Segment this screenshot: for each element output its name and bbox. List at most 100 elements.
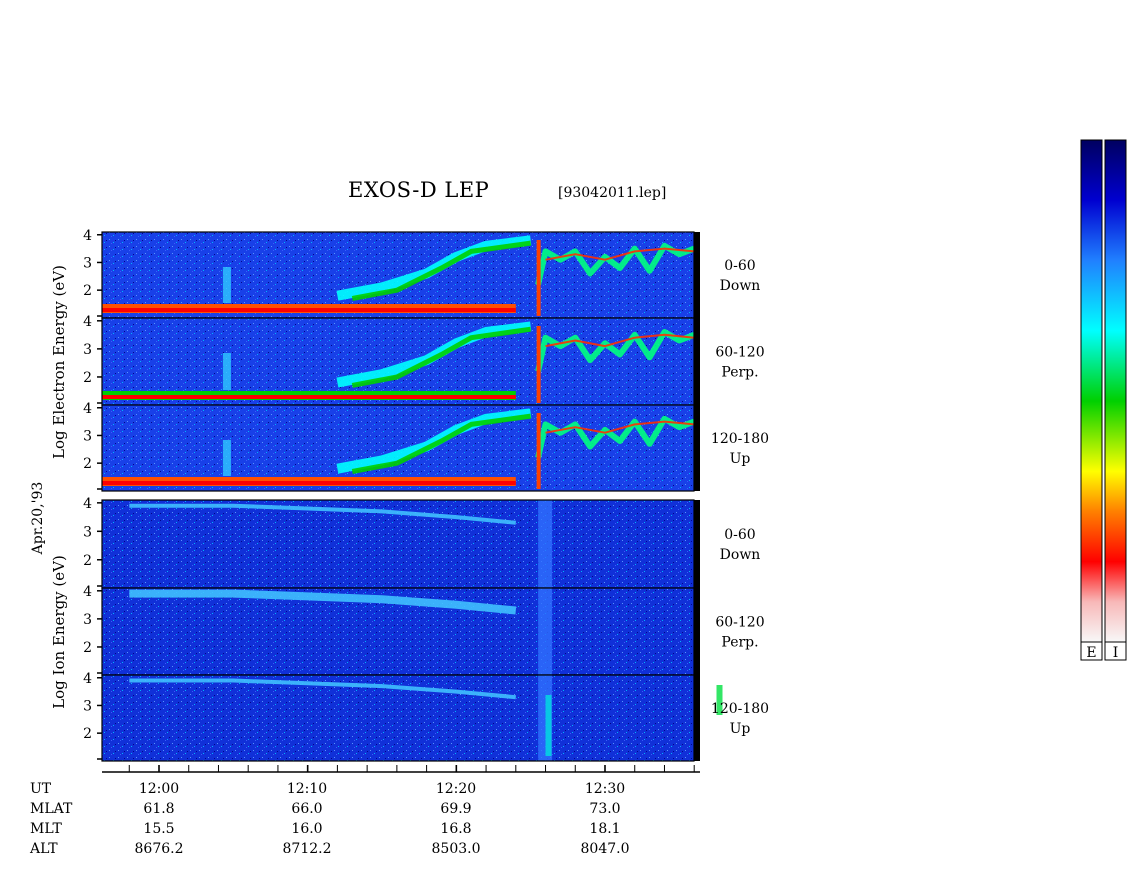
ephemeris-value: 16.0 xyxy=(291,821,322,837)
burst-peaks xyxy=(545,247,695,261)
colorbar-scale xyxy=(1080,139,1103,643)
y-tick-label: 3 xyxy=(83,612,92,628)
panel-ion-120-180 xyxy=(101,674,723,762)
energy-envelope-core xyxy=(351,240,532,301)
ephemeris-value: 8676.2 xyxy=(135,841,184,857)
y-tick-label: 2 xyxy=(83,553,92,569)
y-tick-label: 2 xyxy=(83,640,92,656)
pitch-label: 0-60 xyxy=(724,527,755,543)
energy-envelope-core xyxy=(351,413,532,474)
panel-noise xyxy=(102,405,694,491)
low-energy-core xyxy=(102,308,516,312)
panel-edge xyxy=(694,232,700,318)
low-energy-core xyxy=(102,395,516,399)
file-name: [93042011.lep] xyxy=(558,185,667,201)
y-tick-label: 3 xyxy=(83,255,92,271)
date-label: Apr.20,'93 xyxy=(30,482,46,556)
panel-noise xyxy=(102,675,694,761)
ephemeris-value: 8503.0 xyxy=(432,841,481,857)
low-energy-core xyxy=(102,481,516,485)
ephemeris-value: 18.1 xyxy=(589,821,620,837)
ion-band xyxy=(129,503,516,525)
early-feature xyxy=(222,267,231,303)
panel-electron-60-120 xyxy=(101,317,700,406)
ion-spike xyxy=(545,695,552,756)
direction-label: Down xyxy=(720,547,761,563)
y-tick-label: 2 xyxy=(83,456,92,472)
pitch-label: 120-180 xyxy=(711,431,769,447)
ephemeris-value: 69.9 xyxy=(440,801,471,817)
colorbar-scale xyxy=(1104,139,1127,643)
ephemeris-value: 12:00 xyxy=(139,781,179,797)
panel-frame xyxy=(101,674,695,762)
y-tick-label: 2 xyxy=(83,370,92,386)
colorbar-e: E xyxy=(1080,139,1103,661)
pitch-label: 120-180 xyxy=(711,701,769,717)
direction-label: Perp. xyxy=(721,635,758,651)
y-tick-label: 4 xyxy=(83,671,92,687)
pitch-label: 60-120 xyxy=(715,345,764,361)
ephemeris-value: 66.0 xyxy=(291,801,322,817)
y-tick-label: 4 xyxy=(83,584,92,600)
electron-axis-label: Log Electron Energy (eV) xyxy=(50,265,68,459)
direction-label: Perp. xyxy=(721,365,758,381)
panel-edge xyxy=(694,588,700,675)
y-tick-label: 4 xyxy=(83,228,92,244)
pitch-label: 60-120 xyxy=(715,615,764,631)
y-tick-label: 4 xyxy=(83,496,92,512)
spike xyxy=(536,413,541,489)
y-tick-label: 3 xyxy=(83,524,92,540)
spike xyxy=(536,326,541,403)
colorbar-i: I xyxy=(1104,139,1127,661)
ion-band xyxy=(129,678,516,700)
energy-envelope-core xyxy=(351,326,532,388)
ion-spike-late xyxy=(716,685,723,715)
colorbar-label-box xyxy=(1104,641,1127,661)
panel-edge xyxy=(694,318,700,405)
ephemeris-label-alt: ALT xyxy=(29,841,58,857)
ephemeris-value: 8712.2 xyxy=(283,841,332,857)
ephemeris-value: 12:20 xyxy=(436,781,476,797)
y-tick-label: 2 xyxy=(83,283,92,299)
y-tick-label: 3 xyxy=(83,698,92,714)
panel-noise xyxy=(102,318,694,405)
panel-ion-0-60 xyxy=(101,499,700,589)
y-tick-label: 4 xyxy=(83,401,92,417)
y-tick-label: 4 xyxy=(83,314,92,330)
ion-feature xyxy=(538,500,553,588)
ephemeris-value: 12:30 xyxy=(585,781,625,797)
ephemeris-value: 16.8 xyxy=(440,821,471,837)
ephemeris-value: 15.5 xyxy=(143,821,174,837)
ephemeris-value: 12:10 xyxy=(287,781,327,797)
panel-edge xyxy=(694,675,700,761)
ephemeris-label-mlat: MLAT xyxy=(30,801,73,817)
direction-label: Up xyxy=(730,721,751,737)
colorbar-label-box xyxy=(1080,641,1103,661)
direction-label: Down xyxy=(720,278,761,294)
pitch-label: 0-60 xyxy=(724,258,755,274)
panel-electron-120-180 xyxy=(101,404,700,492)
spike xyxy=(536,240,541,316)
panel-edge xyxy=(694,500,700,588)
chart-title: EXOS-D LEP xyxy=(348,178,490,202)
panel-edge xyxy=(694,405,700,491)
panel-electron-0-60 xyxy=(101,231,700,319)
y-tick-label: 3 xyxy=(83,342,92,358)
panel-noise xyxy=(102,500,694,588)
ephemeris-value: 8047.0 xyxy=(581,841,630,857)
burst-peaks xyxy=(545,420,695,434)
direction-label: Up xyxy=(730,451,751,467)
colorbar-label: E xyxy=(1086,645,1096,661)
ion-axis-label: Log Ion Energy (eV) xyxy=(50,555,68,709)
ephemeris-label-mlt: MLT xyxy=(30,821,62,837)
ephemeris-value: 73.0 xyxy=(589,801,620,817)
y-tick-label: 3 xyxy=(83,428,92,444)
colorbar-label: I xyxy=(1113,645,1119,661)
ephemeris-label-ut: UT xyxy=(30,781,52,797)
ion-feature xyxy=(538,588,553,675)
ion-band xyxy=(129,589,517,615)
panel-ion-60-120 xyxy=(101,587,700,676)
y-tick-label: 2 xyxy=(83,726,92,742)
early-feature xyxy=(222,440,231,476)
